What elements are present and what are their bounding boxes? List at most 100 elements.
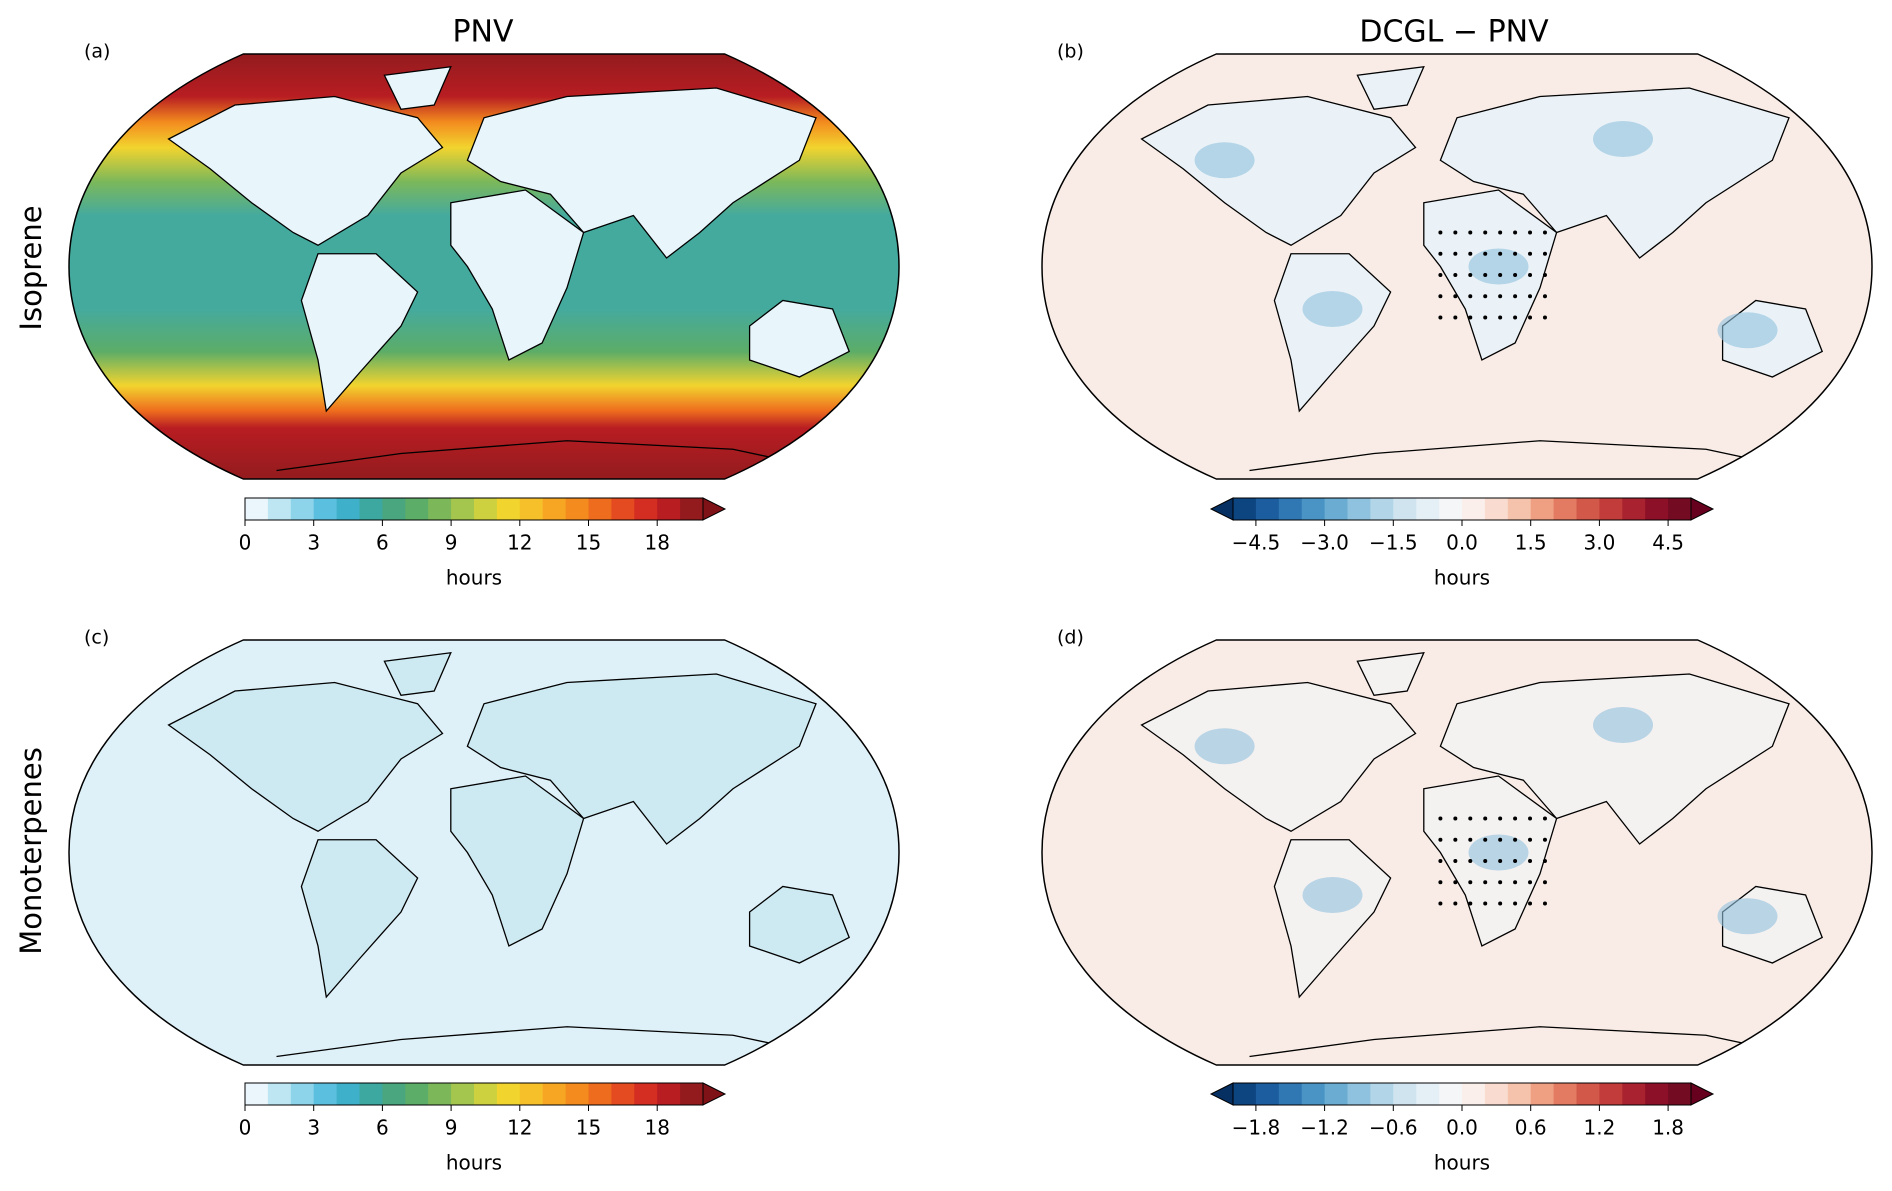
significance-dot xyxy=(1513,816,1518,821)
panel-label: (d) xyxy=(1057,627,1084,649)
colorbar-tick-label: 15 xyxy=(576,531,601,555)
colorbar-box xyxy=(1439,498,1463,520)
colorbar-box xyxy=(1553,1083,1577,1105)
colorbar-box xyxy=(382,498,406,520)
significance-dot xyxy=(1542,273,1547,277)
significance-dot xyxy=(1468,901,1473,906)
significance-dot xyxy=(1483,901,1488,906)
significance-dot xyxy=(1468,859,1473,863)
colorbar-box xyxy=(1255,1083,1280,1105)
continent xyxy=(450,775,585,947)
significance-dot xyxy=(1542,230,1547,235)
colorbar-box xyxy=(451,1083,475,1105)
colorbar-frame xyxy=(244,497,704,521)
anomaly-patch xyxy=(1717,898,1778,935)
significance-dot xyxy=(1513,859,1518,863)
colorbar-box xyxy=(1507,1083,1532,1105)
colorbar-box xyxy=(1530,1083,1555,1105)
colorbar-box xyxy=(1233,498,1257,520)
colorbar-tick-label: 9 xyxy=(445,531,458,555)
colorbar-tick-label: 3 xyxy=(307,1116,320,1140)
significance-dot xyxy=(1438,315,1443,320)
significance-dot xyxy=(1542,837,1547,842)
colorbar-tick-label: 1.5 xyxy=(1515,531,1547,555)
significance-dot xyxy=(1483,837,1488,842)
colorbar-box xyxy=(657,1083,681,1105)
colorbar-label: hours xyxy=(446,1151,502,1175)
anomaly-patch xyxy=(1593,121,1653,157)
map-outline xyxy=(1041,639,1873,1066)
colorbar-tick-label: 15 xyxy=(576,1116,601,1140)
significance-dot xyxy=(1438,816,1443,821)
continent xyxy=(466,673,817,845)
significance-dot xyxy=(1498,273,1503,277)
significance-dot xyxy=(1438,837,1443,842)
colorbar-box xyxy=(1599,498,1623,520)
colorbar-box xyxy=(451,498,475,520)
significance-dot xyxy=(1483,859,1488,863)
colorbar-label: hours xyxy=(446,566,502,590)
panel-label: (c) xyxy=(84,627,109,649)
significance-dot xyxy=(1453,294,1458,299)
colorbar-box xyxy=(336,1083,360,1105)
significance-dot xyxy=(1483,251,1488,256)
colorbar-box xyxy=(1576,498,1600,520)
row-label: Isoprene xyxy=(14,205,48,330)
significance-dot xyxy=(1528,315,1533,320)
significance-dot xyxy=(1453,880,1458,885)
significance-dot xyxy=(1453,251,1458,256)
significance-dot xyxy=(1528,901,1533,906)
colorbar-box xyxy=(1484,498,1509,520)
significance-dot xyxy=(1542,294,1547,299)
significance-dot xyxy=(1513,837,1518,842)
colorbar-tick-label: 0.0 xyxy=(1446,1116,1478,1140)
significance-dot xyxy=(1498,901,1503,906)
panel-label: (a) xyxy=(84,41,110,63)
colorbar-tick-label: 0 xyxy=(239,1116,252,1140)
map-outline xyxy=(1041,53,1873,480)
continent xyxy=(1249,1026,1806,1058)
colorbar-box xyxy=(1599,1083,1623,1105)
map-field xyxy=(1042,640,1872,1065)
significance-dot xyxy=(1528,230,1533,235)
colorbar-box xyxy=(1645,1083,1669,1105)
colorbar-tick-label: −0.6 xyxy=(1369,1116,1418,1140)
anomaly-patch xyxy=(1302,291,1363,327)
map-field xyxy=(1042,54,1872,479)
colorbar-box xyxy=(267,1083,292,1105)
colorbar-tick-label: 6 xyxy=(376,1116,389,1140)
map-field xyxy=(69,54,899,479)
colorbar-box xyxy=(634,1083,658,1105)
significance-dot xyxy=(1513,901,1518,906)
significance-dot xyxy=(1438,294,1443,299)
significance-dot xyxy=(1453,273,1458,277)
significance-dot xyxy=(1468,880,1473,885)
colorbar-box xyxy=(428,498,452,520)
colorbar-extend xyxy=(1209,497,1234,521)
colorbar-box xyxy=(1347,498,1371,520)
continent xyxy=(1273,839,1392,999)
colorbar-box xyxy=(313,1083,338,1105)
colorbar-tick-label: 4.5 xyxy=(1652,531,1684,555)
column-title: DCGL − PNV xyxy=(1359,15,1549,50)
colorbar-box xyxy=(245,1083,269,1105)
colorbar-box xyxy=(496,1083,521,1105)
continent xyxy=(383,651,452,696)
colorbar-tick-label: −4.5 xyxy=(1232,531,1281,555)
colorbar-box xyxy=(519,498,544,520)
significance-dot xyxy=(1498,880,1503,885)
significance-dot xyxy=(1498,837,1503,842)
significance-dot xyxy=(1438,859,1443,863)
colorbar-box xyxy=(405,498,429,520)
colorbar-box xyxy=(588,498,612,520)
colorbar-extend xyxy=(1209,1082,1234,1106)
continent xyxy=(466,87,817,259)
significance-dot xyxy=(1483,880,1488,885)
colorbar-box xyxy=(657,498,681,520)
colorbar-label: hours xyxy=(1434,566,1490,590)
continent xyxy=(1140,95,1417,246)
anomaly-patch xyxy=(1194,728,1255,765)
colorbar-box xyxy=(611,498,635,520)
significance-dot xyxy=(1483,315,1488,320)
